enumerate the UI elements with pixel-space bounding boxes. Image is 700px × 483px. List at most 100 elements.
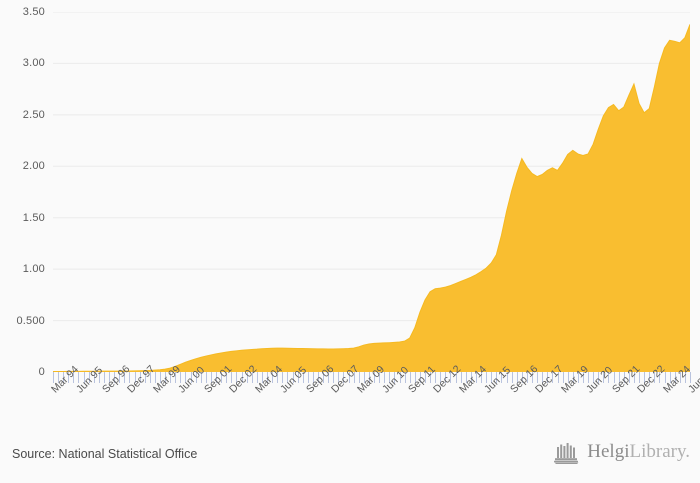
x-axis-tick-mark: [165, 372, 166, 383]
x-axis-tick-mark: [456, 372, 457, 383]
x-axis-tick-mark: [242, 372, 243, 383]
y-axis: 0 0.500 1.00 1.50 2.00 2.50 3.00 3.50: [0, 0, 53, 383]
y-axis-tick-label: 2.50: [22, 108, 45, 121]
x-axis-tick-mark: [527, 372, 528, 383]
x-axis-tick-mark: [659, 372, 660, 383]
x-axis-tick-mark: [185, 372, 186, 383]
x-axis-tick-mark: [129, 372, 130, 383]
y-axis-tick-label: 0.500: [16, 314, 45, 327]
x-axis-tick-mark: [323, 372, 324, 383]
x-axis-tick-mark: [537, 372, 538, 383]
x-axis-tick-mark: [63, 372, 64, 383]
brand-wordmark: HelgiLibrary.: [587, 441, 690, 463]
x-axis-tick-mark: [532, 372, 533, 383]
x-axis-tick-mark: [379, 372, 380, 383]
x-axis-tick-mark: [649, 372, 650, 383]
x-axis-tick-mark: [614, 372, 615, 383]
x-axis-tick-mark: [624, 372, 625, 383]
x-axis-tick-mark: [608, 372, 609, 383]
x-axis-tick-mark: [140, 372, 141, 383]
x-axis-tick-mark: [670, 372, 671, 383]
x-axis-tick-mark: [84, 372, 85, 383]
x-axis-tick-mark: [287, 372, 288, 383]
x-axis-tick-mark: [354, 372, 355, 383]
x-axis-tick-mark: [461, 372, 462, 383]
x-axis-tick-mark: [374, 372, 375, 383]
x-axis-tick-mark: [175, 372, 176, 383]
x-axis-tick-mark: [603, 372, 604, 383]
x-axis-tick-mark: [598, 372, 599, 383]
x-axis-tick-mark: [328, 372, 329, 383]
x-axis-tick-mark: [135, 372, 136, 383]
x-axis-tick-mark: [369, 372, 370, 383]
x-axis-tick-mark: [471, 372, 472, 383]
x-axis-tick-mark: [542, 372, 543, 383]
x-axis-tick-mark: [104, 372, 105, 383]
x-axis-tick-mark: [221, 372, 222, 383]
x-axis-tick-mark: [359, 372, 360, 383]
x-axis-tick-mark: [303, 372, 304, 383]
x-axis-tick-mark: [206, 372, 207, 383]
x-axis-tick-mark: [58, 372, 59, 383]
plot-area: [53, 12, 690, 372]
x-axis-tick-mark: [558, 372, 559, 383]
x-axis-tick-mark: [318, 372, 319, 383]
x-axis-tick-mark: [277, 372, 278, 383]
x-axis-tick-mark: [563, 372, 564, 383]
x-axis-tick-mark: [298, 372, 299, 383]
x-axis-tick-mark: [400, 372, 401, 383]
x-axis-tick-mark: [119, 372, 120, 383]
x-axis-tick-mark: [53, 372, 54, 383]
brand-name-primary: Helgi: [587, 441, 630, 462]
x-axis-tick-mark: [124, 372, 125, 383]
x-axis-tick-mark: [450, 372, 451, 383]
x-axis-tick-mark: [415, 372, 416, 383]
x-axis-tick-mark: [491, 372, 492, 383]
x-axis-tick-mark: [440, 372, 441, 383]
library-building-icon: [554, 443, 579, 464]
x-axis-tick-mark: [507, 372, 508, 383]
x-axis-tick-mark: [644, 372, 645, 383]
x-axis-tick-mark: [78, 372, 79, 383]
x-axis-tick-mark: [435, 372, 436, 383]
x-axis-tick-mark: [231, 372, 232, 383]
chart-footer: Source: National Statistical Office Helg…: [0, 432, 700, 483]
x-axis-tick-mark: [201, 372, 202, 383]
x-axis-tick-mark: [675, 372, 676, 383]
brand-name-secondary: Library.: [629, 441, 691, 462]
x-axis-tick-mark: [364, 372, 365, 383]
x-axis-tick-mark: [99, 372, 100, 383]
x-axis-tick-mark: [272, 372, 273, 383]
x-axis-tick-mark: [593, 372, 594, 383]
y-axis-tick-label: 1.50: [22, 211, 45, 224]
x-axis-tick-mark: [257, 372, 258, 383]
helgi-library-logo[interactable]: HelgiLibrary.: [554, 440, 690, 464]
x-axis-tick-mark: [389, 372, 390, 383]
x-axis-tick-mark: [522, 372, 523, 383]
x-axis-tick-mark: [267, 372, 268, 383]
area-chart-svg: [53, 12, 690, 372]
x-axis-tick-mark: [552, 372, 553, 383]
x-axis-tick-mark: [568, 372, 569, 383]
x-axis-tick-mark: [109, 372, 110, 383]
x-axis-tick-mark: [517, 372, 518, 383]
x-axis-tick-mark: [501, 372, 502, 383]
x-axis-tick-mark: [293, 372, 294, 383]
x-axis-tick-mark: [338, 372, 339, 383]
x-axis-tick-mark: [384, 372, 385, 383]
source-note: Source: National Statistical Office: [12, 447, 198, 461]
x-axis-tick-mark: [665, 372, 666, 383]
x-axis-tick-mark: [333, 372, 334, 383]
x-axis: Mar 94 Jun 95 Sep 96 Dec 97 Mar 99 Jun 00 Sep …: [0, 363, 700, 429]
x-axis-ticks: [53, 372, 691, 384]
x-axis-tick-mark: [410, 372, 411, 383]
x-axis-tick-mark: [191, 372, 192, 383]
x-axis-tick-mark: [690, 372, 691, 383]
x-axis-tick-mark: [216, 372, 217, 383]
x-axis-tick-mark: [226, 372, 227, 383]
x-axis-tick-mark: [343, 372, 344, 383]
x-axis-tick-mark: [247, 372, 248, 383]
x-axis-tick-mark: [476, 372, 477, 383]
x-axis-tick-mark: [496, 372, 497, 383]
x-axis-tick-mark: [583, 372, 584, 383]
